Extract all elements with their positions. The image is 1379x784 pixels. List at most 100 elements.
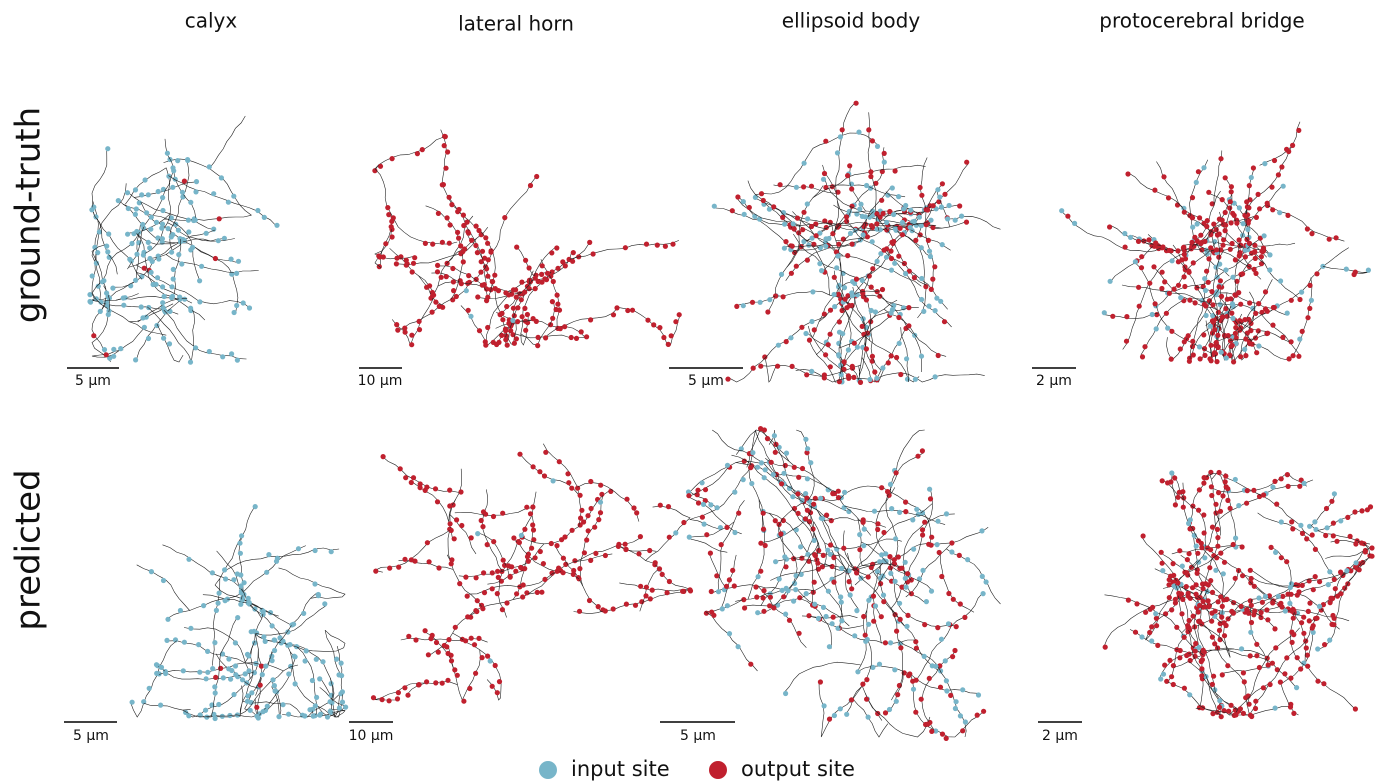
synapse: [773, 450, 778, 455]
synapse: [1291, 616, 1296, 621]
synapse: [313, 548, 318, 553]
synapse: [539, 280, 544, 285]
synapse: [246, 653, 251, 658]
synapse: [1186, 333, 1191, 338]
synapse: [1219, 294, 1224, 299]
synapse: [226, 200, 231, 205]
synapse: [1240, 544, 1245, 549]
synapse: [577, 566, 582, 571]
synapse: [161, 187, 166, 192]
synapse: [748, 662, 753, 667]
synapse: [883, 551, 888, 556]
synapse: [503, 328, 508, 333]
synapse: [1224, 484, 1229, 489]
synapse: [809, 184, 814, 189]
synapse: [435, 263, 440, 268]
neurite: [483, 489, 503, 571]
synapse: [517, 540, 522, 545]
scale-label: 5 µm: [688, 373, 724, 389]
synapse: [1242, 679, 1247, 684]
synapse: [1352, 272, 1357, 277]
synapse: [513, 569, 518, 574]
synapse: [196, 642, 201, 647]
synapse: [763, 467, 768, 472]
synapse: [514, 591, 519, 596]
synapse: [797, 631, 802, 636]
synapse: [1203, 303, 1208, 308]
column-title: lateral horn: [458, 12, 574, 36]
synapse: [804, 591, 809, 596]
synapse: [949, 549, 954, 554]
synapse: [302, 713, 307, 718]
synapse: [927, 487, 932, 492]
synapse: [527, 265, 532, 270]
synapse: [912, 219, 917, 224]
synapse: [485, 542, 490, 547]
synapse: [474, 575, 479, 580]
synapse: [222, 567, 227, 572]
synapse: [274, 223, 279, 228]
synapse: [524, 505, 529, 510]
synapse: [572, 558, 577, 563]
synapse: [322, 601, 327, 606]
synapse: [1136, 285, 1141, 290]
synapse: [891, 239, 896, 244]
synapse: [908, 225, 913, 230]
synapse: [171, 267, 176, 272]
synapse: [862, 527, 867, 532]
synapse: [1285, 213, 1290, 218]
synapse: [1279, 476, 1284, 481]
neurite: [844, 506, 945, 525]
synapse: [226, 656, 231, 661]
synapse: [1284, 655, 1289, 660]
synapse: [831, 555, 836, 560]
synapse: [403, 330, 408, 335]
synapse: [1210, 313, 1215, 318]
synapse: [88, 300, 93, 305]
synapse: [1252, 584, 1257, 589]
synapse: [1179, 611, 1184, 616]
synapse: [813, 553, 818, 558]
synapse: [1126, 598, 1131, 603]
synapse: [1289, 519, 1294, 524]
synapse: [822, 171, 827, 176]
synapse: [563, 263, 568, 268]
synapse: [1228, 247, 1233, 252]
synapse: [411, 261, 416, 266]
synapse: [821, 177, 826, 182]
synapse: [1279, 604, 1284, 609]
synapse: [1291, 353, 1296, 358]
neurite: [1063, 212, 1162, 252]
synapse: [427, 559, 432, 564]
synapse: [555, 302, 560, 307]
synapse: [1208, 245, 1213, 250]
synapse: [545, 271, 550, 276]
synapse: [1315, 646, 1320, 651]
synapse: [385, 205, 390, 210]
synapse: [1353, 541, 1358, 546]
synapse: [449, 557, 454, 562]
synapse: [754, 595, 759, 600]
synapse: [424, 485, 429, 490]
synapse: [1164, 311, 1169, 316]
synapse: [1206, 598, 1211, 603]
synapse: [1229, 703, 1234, 708]
synapse: [169, 295, 174, 300]
synapse: [776, 343, 781, 348]
synapse: [781, 471, 786, 476]
synapse: [929, 535, 934, 540]
synapse: [1268, 682, 1273, 687]
synapse: [1169, 470, 1174, 475]
synapse: [1201, 512, 1206, 517]
synapse: [493, 286, 498, 291]
synapse: [1221, 571, 1226, 576]
synapse: [1210, 711, 1215, 716]
synapse: [1249, 603, 1254, 608]
synapse: [477, 328, 482, 333]
synapse: [1257, 665, 1262, 670]
synapse: [293, 654, 298, 659]
synapse: [160, 208, 165, 213]
synapse: [794, 264, 799, 269]
synapse: [623, 547, 628, 552]
synapse: [591, 251, 596, 256]
